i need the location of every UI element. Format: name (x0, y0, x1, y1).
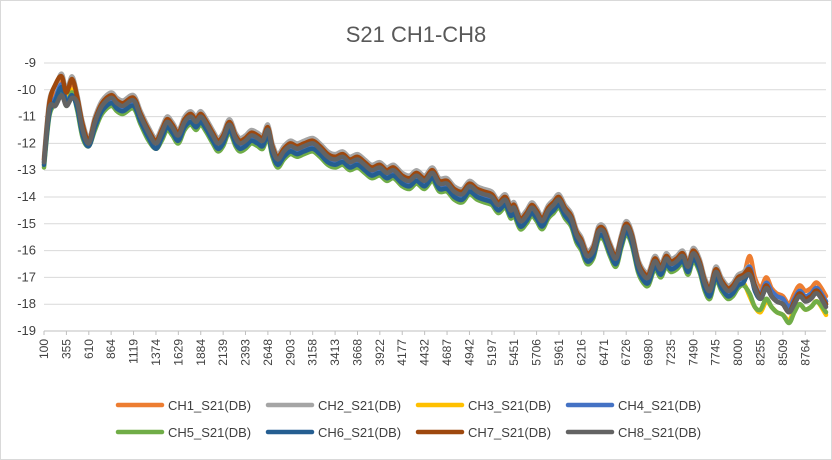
legend-label-ch2: CH2_S21(DB) (318, 398, 401, 413)
x-tick-label: 355 (59, 339, 73, 359)
series-lines (41, 71, 829, 326)
y-tick-label: -10 (17, 82, 36, 97)
x-axis-ticks: 100 355 610 864 1119 1374 1629 1884 2139 2393 2648… (37, 331, 812, 366)
x-tick-label: 1374 (149, 339, 163, 366)
x-tick-label: 7235 (664, 339, 678, 366)
y-tick-label: -14 (17, 189, 36, 204)
y-axis-ticks: -9 -10 -11 -12 -13 -14 -15 -16 -17 -18 -19 (17, 55, 36, 338)
series-line-ch8 (41, 92, 829, 315)
legend-label-ch3: CH3_S21(DB) (468, 398, 551, 413)
x-tick-label: 8255 (754, 339, 768, 366)
x-tick-label: 1119 (127, 339, 141, 364)
x-tick-label: 8764 (798, 339, 812, 366)
y-tick-label: -18 (17, 296, 36, 311)
x-tick-label: 5961 (552, 339, 566, 366)
x-tick-label: 7745 (709, 339, 723, 366)
legend-label-ch5: CH5_S21(DB) (168, 425, 251, 440)
y-tick-label: -17 (17, 269, 36, 284)
x-tick-label: 1629 (171, 339, 185, 366)
legend-label-ch8: CH8_S21(DB) (618, 425, 701, 440)
x-tick-label: 3158 (306, 339, 320, 366)
x-tick-label: 2139 (216, 339, 230, 366)
x-tick-label: 7490 (686, 339, 700, 366)
x-tick-label: 4177 (395, 339, 409, 366)
x-tick-label: 4942 (462, 339, 476, 366)
x-tick-label: 864 (104, 339, 118, 359)
x-tick-label: 4687 (440, 339, 454, 366)
x-tick-label: 4432 (418, 339, 432, 366)
y-tick-label: -11 (18, 109, 36, 124)
x-tick-label: 6726 (619, 339, 633, 366)
legend-label-ch7: CH7_S21(DB) (468, 425, 551, 440)
y-tick-label: -15 (17, 216, 36, 231)
legend: CH1_S21(DB) CH2_S21(DB) CH3_S21(DB) CH4_S21… (115, 398, 701, 440)
x-tick-label: 3922 (373, 339, 387, 366)
y-tick-label: -19 (17, 323, 36, 338)
x-tick-label: 2903 (283, 339, 297, 366)
y-tick-label: -9 (24, 55, 36, 70)
chart-title: S21 CH1-CH8 (346, 22, 487, 47)
x-tick-label: 610 (82, 339, 96, 359)
x-tick-label: 8000 (731, 339, 745, 366)
x-tick-label: 1884 (194, 339, 208, 366)
x-tick-label: 8509 (776, 339, 790, 366)
x-tick-label: 6216 (574, 339, 588, 366)
y-tick-label: -13 (17, 162, 36, 177)
x-tick-label: 2648 (261, 339, 275, 366)
x-tick-label: 100 (37, 339, 51, 359)
x-tick-label: 5706 (530, 339, 544, 366)
x-tick-label: 3668 (351, 339, 365, 366)
y-tick-label: -16 (17, 243, 36, 258)
y-tick-label: -12 (17, 135, 36, 150)
x-tick-label: 3413 (328, 339, 342, 366)
legend-label-ch4: CH4_S21(DB) (618, 398, 701, 413)
x-tick-label: 2393 (238, 339, 252, 366)
x-tick-label: 5451 (507, 339, 521, 366)
x-tick-label: 6471 (597, 339, 611, 366)
legend-label-ch1: CH1_S21(DB) (168, 398, 251, 413)
x-tick-label: 6980 (642, 339, 656, 366)
legend-label-ch6: CH6_S21(DB) (318, 425, 401, 440)
x-tick-label: 5197 (485, 339, 499, 366)
